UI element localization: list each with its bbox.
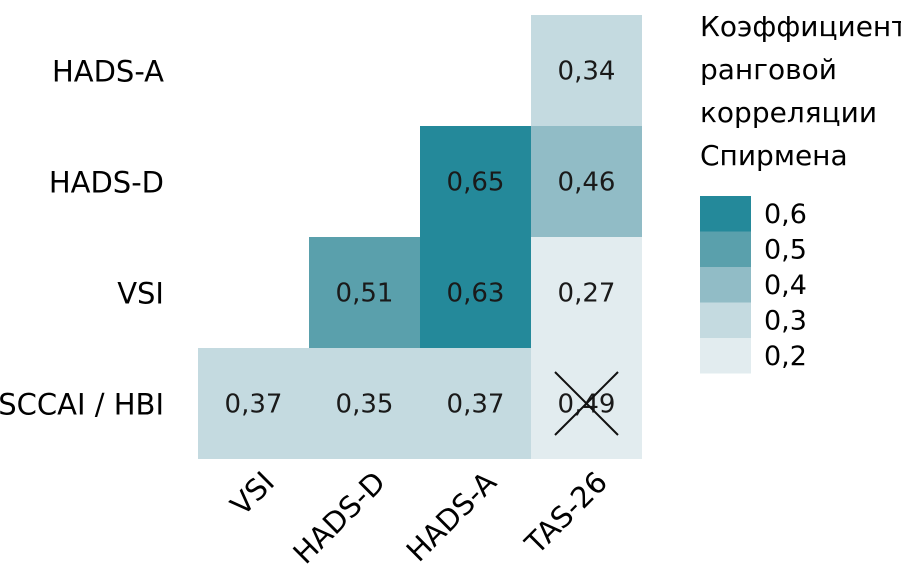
legend-label: 0,2 (764, 341, 807, 372)
legend-swatch (700, 231, 751, 267)
cell-value-label: 0,37 (225, 390, 283, 420)
legend-title-line: Спирмена (700, 139, 848, 172)
legend-item: 0,5 (700, 231, 807, 267)
heatmap-cells: 0,34 0,65 0,46 0,51 0,63 0,27 0,37 0,35 0,37 0,49 (198, 15, 642, 459)
legend-title-line: Коэффициент (700, 10, 901, 43)
heatmap-cell: 0,51 (309, 237, 420, 348)
cross-out-line (554, 371, 619, 436)
column-labels: VSI HADS-D HADS-A TAS-26 (224, 465, 614, 571)
heatmap-cell: 0,63 (420, 237, 531, 348)
heatmap-cell: 0,65 (420, 126, 531, 237)
legend-label: 0,5 (764, 235, 807, 266)
cell-value-label: 0,35 (336, 390, 394, 420)
legend-swatch (700, 302, 751, 338)
cell-rect (420, 126, 531, 237)
legend-title-line: ранговой (700, 53, 837, 86)
legend-title: Коэффициент ранговой корреляции Спирмена (700, 10, 901, 172)
cell-rect (309, 348, 420, 459)
column-label: VSI (224, 465, 281, 522)
legend-item: 0,6 (700, 196, 807, 232)
cell-value-label: 0,34 (558, 57, 616, 87)
legend-swatch (700, 267, 751, 303)
legend-swatch (700, 196, 751, 232)
heatmap-cell: 0,37 (198, 348, 309, 459)
legend-swatch (700, 338, 751, 374)
cell-rect (531, 237, 642, 348)
cell-rect (420, 348, 531, 459)
row-label: HADS-A (52, 55, 164, 89)
heatmap-cell: 0,46 (531, 126, 642, 237)
cell-value-label: 0,37 (447, 390, 505, 420)
cell-value-label: 0,51 (336, 279, 394, 309)
legend-label: 0,4 (764, 270, 807, 301)
cell-rect (198, 348, 309, 459)
heatmap-cell: 0,49 (531, 348, 642, 459)
legend-item: 0,4 (700, 267, 807, 303)
legend-title-line: корреляции (700, 96, 877, 129)
legend: Коэффициент ранговой корреляции Спирмена 0,… (700, 10, 901, 374)
cell-rect (420, 237, 531, 348)
legend-label: 0,6 (764, 199, 807, 230)
column-label: TAS-26 (518, 465, 614, 561)
cell-rect (531, 15, 642, 126)
cell-value-label: 0,63 (447, 279, 505, 309)
heatmap-cell: 0,34 (531, 15, 642, 126)
legend-item: 0,3 (700, 302, 807, 338)
heatmap-cell: 0,27 (531, 237, 642, 348)
row-label: HADS-D (49, 166, 164, 200)
cell-value-label: 0,65 (447, 168, 505, 198)
column-label: HADS-D (286, 465, 391, 570)
column-label: HADS-A (400, 465, 503, 568)
cell-value-label: 0,27 (558, 279, 616, 309)
row-label: VSI (117, 277, 164, 311)
row-label: SCCAI / HBI (0, 388, 164, 422)
cell-value-label: 0,46 (558, 168, 616, 198)
heatmap-cell: 0,35 (309, 348, 420, 459)
legend-item: 0,2 (700, 338, 807, 374)
legend-items: 0,6 0,5 0,4 0,3 0,2 (700, 196, 807, 374)
cell-rect (309, 237, 420, 348)
legend-label: 0,3 (764, 306, 807, 337)
row-labels: HADS-A HADS-D VSI SCCAI / HBI (0, 55, 164, 422)
heatmap-cell: 0,37 (420, 348, 531, 459)
cell-rect (531, 126, 642, 237)
